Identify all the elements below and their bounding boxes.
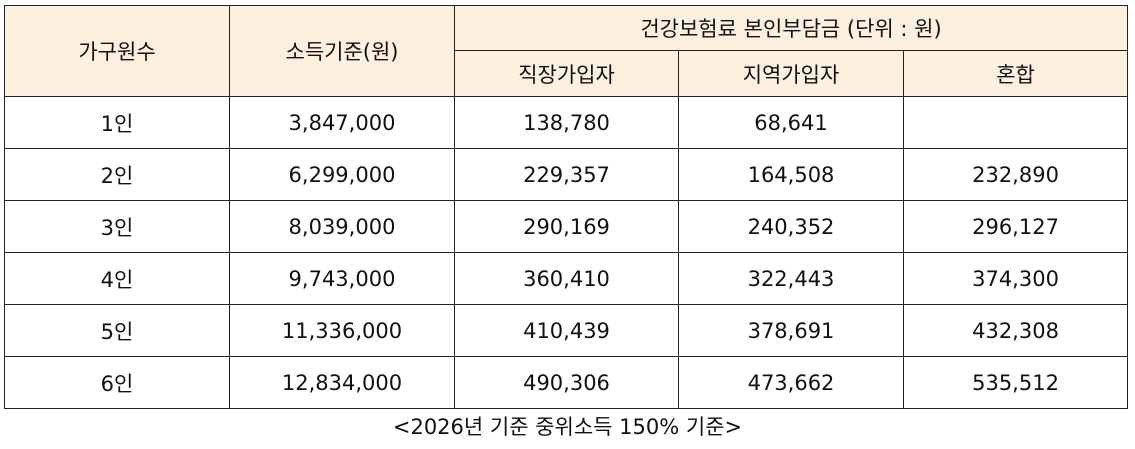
header-row: 가구원수 소득기준(원) 건강보험료 본인부담금 (단위 : 원) [4,5,1129,97]
table-cell: 360,410 [454,252,679,305]
table-cell: 322,443 [678,252,904,305]
header-cell: 건강보험료 본인부담금 (단위 : 원) [453,5,1129,51]
header-cell: 혼합 [902,50,1129,97]
table-cell: 138,780 [454,96,679,149]
table-cell: 1인 [4,96,230,149]
header-cell: 직장가입자 [454,50,679,97]
table-cell: 378,691 [678,304,904,357]
table-cell: 490,306 [454,356,679,409]
table-cell: 290,169 [454,200,679,253]
header-cell: 지역가입자 [678,50,904,97]
table-cell: 229,357 [454,148,679,201]
header-row: 직장가입자 지역가입자 혼합 [5,50,1129,97]
table-cell: 374,300 [902,252,1129,305]
table-cell: 5인 [4,304,230,357]
table-cell: 4인 [4,252,230,305]
table-row: 6인 12,834,000 490,306 473,662 535,512 [4,356,1129,409]
table-cell: 473,662 [678,356,904,409]
table-cell: 410,439 [454,304,679,357]
table-cell: 2인 [4,148,230,201]
table-cell: 535,512 [902,356,1129,409]
table-cell: 3,847,000 [229,96,455,149]
table-row: 1인 3,847,000 138,780 68,641 [4,96,1129,149]
table-row: 4인 9,743,000 360,410 322,443 374,300 [4,252,1129,305]
header-cell: 가구원수 [4,5,230,97]
table-cell: 240,352 [678,200,904,253]
table-cell: 164,508 [678,148,904,201]
table-cell: 9,743,000 [229,252,455,305]
table-cell: 296,127 [902,200,1129,253]
header-cell: 소득기준(원) [229,5,455,97]
table-body: 1인 3,847,000 138,780 68,641 2인 6,299,000 229,3… [4,96,1129,409]
table-cell: 11,336,000 [229,304,455,357]
table-cell: 68,641 [678,96,904,149]
table-cell: 8,039,000 [229,200,455,253]
table-cell [902,96,1129,149]
table-row: 3인 8,039,000 290,169 240,352 296,127 [4,200,1129,253]
table-cell: 3인 [4,200,230,253]
table-cell: 232,890 [902,148,1129,201]
caption: <2026년 기준 중위소득 150% 기준> [392,415,743,439]
table-row: 5인 11,336,000 410,439 378,691 432,308 [4,304,1129,357]
table-header: 가구원수 소득기준(원) 건강보험료 본인부담금 (단위 : 원) 직장가입자 … [4,5,1129,97]
table-row: 2인 6,299,000 229,357 164,508 232,890 [4,148,1129,201]
table-cell: 432,308 [902,304,1129,357]
table-cell: 6인 [4,356,230,409]
premium-table: 가구원수 소득기준(원) 건강보험료 본인부담금 (단위 : 원) 직장가입자 … [4,5,1129,409]
table-cell: 6,299,000 [229,148,455,201]
table-cell: 12,834,000 [229,356,455,409]
